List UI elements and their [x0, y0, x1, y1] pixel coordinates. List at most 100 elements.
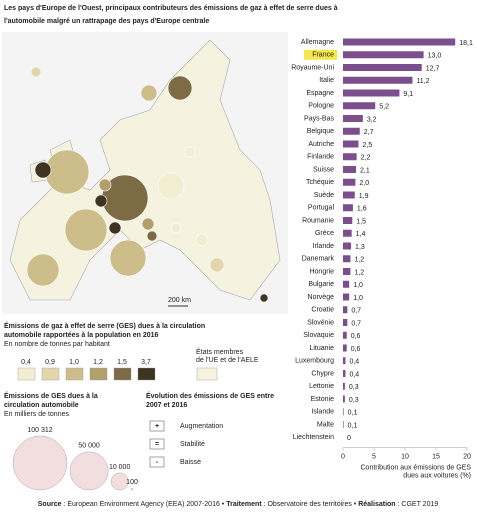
value-label: 13,0 — [428, 53, 442, 60]
bar — [343, 382, 345, 390]
value-label: 0,6 — [351, 333, 361, 340]
y-tick-label: Hongrie — [309, 268, 334, 275]
y-tick-label: Roumanie — [302, 217, 334, 224]
y-tick-label: Lituanie — [309, 345, 334, 352]
value-label: 0,1 — [348, 410, 358, 417]
class-label: 0,9 — [45, 359, 55, 366]
bar — [343, 395, 345, 403]
evolution-box — [149, 420, 165, 432]
legend-title: circulation automobile — [4, 402, 79, 409]
class-label: 1,2 — [93, 359, 103, 366]
value-label: 18,1 — [459, 40, 473, 47]
map-circles — [26, 66, 269, 303]
bar — [343, 153, 357, 161]
evolution-symbol: = — [155, 441, 159, 448]
bar — [343, 166, 357, 173]
y-tick-label: Suisse — [313, 166, 334, 173]
title: l'automobile malgré un rattrapage des pa… — [4, 18, 209, 25]
value-label: 1,5 — [356, 218, 366, 225]
footer-text: : CGET 2019 — [396, 501, 439, 508]
y-tick-label: France — [312, 52, 334, 59]
bar — [343, 331, 347, 339]
class-swatch — [41, 367, 60, 381]
legend-title: automobile rapportées à la population en… — [4, 332, 159, 339]
y-tick-label: Belgique — [307, 128, 334, 135]
bar — [343, 204, 353, 212]
value-label: 1,9 — [359, 193, 369, 200]
value-label: 1,0 — [353, 282, 363, 289]
size-circle — [69, 451, 109, 491]
legend-title: 2007 et 2016 — [146, 402, 187, 409]
legend-title: Émissions de gaz à effet de serre (GES) … — [4, 321, 205, 330]
y-tick-label: Suède — [314, 192, 334, 199]
x-tick-label: 5 — [372, 453, 376, 460]
footer-text: : European Environment Agency (EEA) 2007… — [61, 501, 226, 508]
value-label: 0,7 — [351, 308, 361, 315]
value-label: 9,1 — [403, 91, 413, 98]
y-tick-label: Slovénie — [307, 319, 334, 326]
class-swatch — [137, 367, 156, 381]
value-label: 0,3 — [349, 384, 359, 391]
y-tick-label: Irlande — [313, 243, 335, 250]
y-tick-label: Lettonie — [309, 383, 334, 390]
members-swatch — [196, 367, 218, 381]
bar — [343, 280, 350, 288]
legend-subtitle: En milliers de tonnes — [4, 411, 69, 418]
legends: Émissions de gaz à effet de serre (GES) … — [4, 321, 274, 491]
value-label: 1,3 — [355, 244, 365, 251]
class-label: 0,4 — [21, 359, 31, 366]
x-axis-label: Contribution aux émissions de GES — [361, 464, 472, 471]
evolution-box — [149, 456, 165, 468]
value-label: 3,2 — [367, 116, 377, 123]
class-swatch — [17, 367, 36, 381]
size-label: 100 312 — [27, 427, 52, 434]
evolution-label: Augmentation — [180, 423, 223, 430]
value-label: 2,5 — [363, 142, 373, 149]
footer-label: Traitement — [226, 501, 262, 508]
bar — [343, 344, 347, 352]
evolution-label: Baisse — [180, 459, 201, 466]
value-label: 12,7 — [426, 65, 440, 72]
x-axis-label: dues aux voitures (%) — [403, 472, 471, 479]
value-label: 2,1 — [360, 167, 370, 174]
bar — [343, 421, 344, 428]
value-label: 0,3 — [349, 397, 359, 404]
footer-label: Réalisation — [358, 501, 395, 508]
y-tick-label: Slovaquie — [303, 332, 334, 339]
bar — [343, 115, 363, 122]
y-tick-label: Danemark — [302, 256, 335, 263]
footer: Source : European Environment Agency (EE… — [38, 501, 439, 508]
class-swatch — [65, 367, 84, 381]
bar — [343, 217, 353, 224]
bar — [343, 127, 360, 135]
legend-title: Émissions de GES dues à la — [4, 391, 98, 400]
title: Les pays d'Europe de l'Ouest, principaux… — [4, 5, 338, 12]
y-tick-label: Norvège — [308, 294, 335, 301]
map: 200 km — [2, 32, 288, 314]
size-circle — [12, 435, 68, 491]
bar — [343, 191, 355, 199]
y-tick-label: Portugal — [308, 205, 335, 212]
value-label: 1,6 — [357, 206, 367, 213]
y-tick-label: Espagne — [306, 90, 334, 97]
value-label: 0,1 — [348, 422, 358, 429]
value-label: 0 — [347, 435, 351, 442]
footer-label: Source — [38, 501, 62, 508]
value-label: 5,2 — [379, 104, 389, 111]
y-tick-label: Italie — [319, 77, 334, 84]
y-tick-label: Finlande — [307, 154, 334, 161]
bar — [343, 76, 413, 84]
size-label: 50 000 — [78, 443, 100, 450]
bar — [343, 370, 346, 377]
value-label: 1,2 — [354, 269, 364, 276]
bar — [343, 51, 424, 59]
value-label: 1,0 — [353, 295, 363, 302]
value-label: 2,7 — [364, 129, 374, 136]
size-circle — [130, 488, 134, 491]
members-label: États membres — [196, 347, 244, 356]
y-tick-label: Pays-Bas — [304, 115, 334, 122]
x-tick-label: 0 — [341, 453, 345, 460]
y-tick-label: Grèce — [315, 230, 334, 237]
class-swatch — [89, 367, 108, 381]
value-label: 2,0 — [359, 180, 369, 187]
